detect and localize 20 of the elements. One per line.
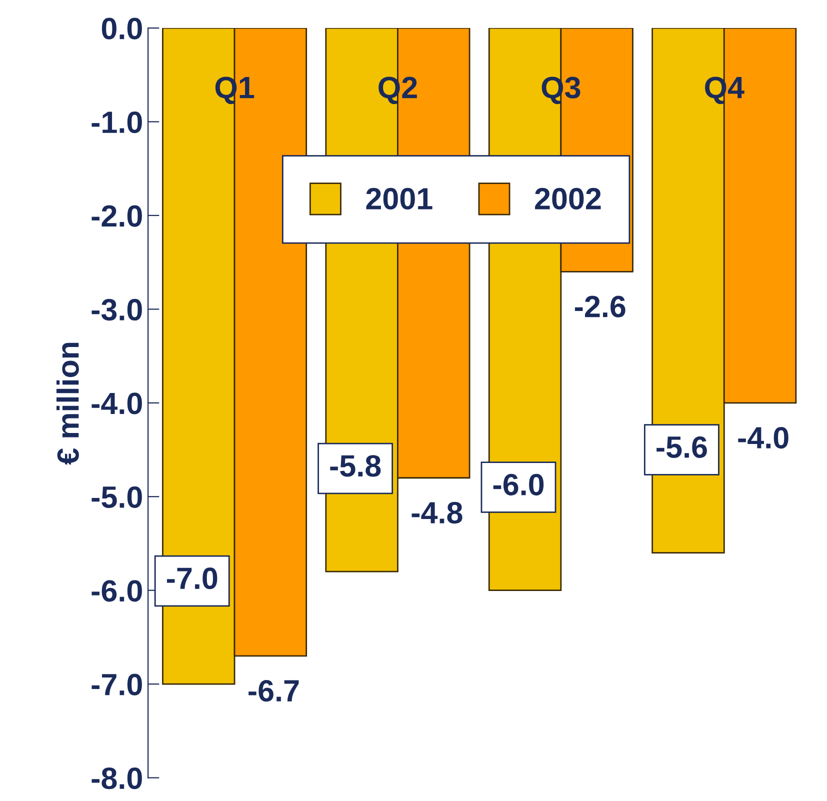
data-label: -2.6 [574,296,626,318]
legend-label: 2002 [535,188,601,210]
data-label: -7.0 [166,568,218,590]
data-label: -5.6 [656,436,707,458]
y-tick-label: -6.0 [92,580,142,602]
data-label: -5.8 [330,455,381,477]
y-tick-label: -4.0 [92,392,142,414]
legend-label: 2001 [366,188,432,210]
y-tick-label: -3.0 [92,298,142,321]
data-label: -4.8 [412,502,462,524]
data-label: -6.7 [248,680,299,702]
data-label: -6.0 [493,474,544,496]
y-tick-label: -1.0 [92,111,142,134]
y-tick-label: 0.0 [102,18,142,40]
y-tick-label: -8.0 [92,768,142,790]
y-tick-label: -2.0 [92,205,142,227]
y-axis-title: € million [56,342,79,465]
data-label: -4.0 [738,426,788,449]
y-tick-label: -5.0 [92,486,142,508]
y-tick-label: -7.0 [92,674,142,696]
